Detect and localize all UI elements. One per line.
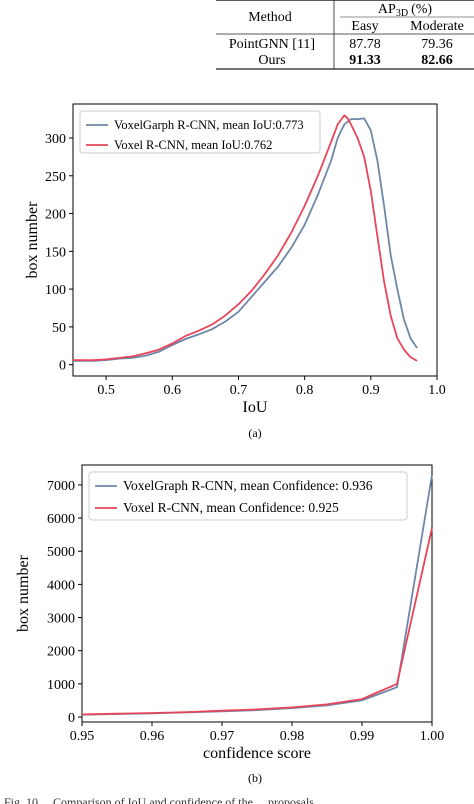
x-axis-label: confidence score xyxy=(203,745,311,762)
table-header-easy: Easy xyxy=(351,19,378,34)
y-axis-label: box number xyxy=(24,201,41,279)
table-header-moderate: Moderate xyxy=(410,19,464,34)
y-tick-label: 300 xyxy=(45,132,66,147)
x-tick-label: 0.97 xyxy=(210,729,235,744)
x-tick-label: 0.5 xyxy=(97,383,115,398)
x-tick-label: 1.0 xyxy=(428,383,446,398)
x-tick-label: 0.95 xyxy=(70,729,95,744)
results-table: Method AP3D (%) Easy Moderate PointGNN [1… xyxy=(216,0,474,70)
y-tick-label: 1000 xyxy=(47,678,75,693)
plot-frame xyxy=(81,464,433,723)
series-line-voxelgraph xyxy=(73,117,418,362)
figure-a-caption: (a) xyxy=(248,426,261,440)
x-tick-label: 0.9 xyxy=(362,383,380,398)
y-tick-label: 250 xyxy=(45,170,66,185)
y-axis-label: box number xyxy=(15,554,32,632)
y-tick-label: 50 xyxy=(52,321,66,336)
chart-legend: VoxelGraph R-CNN, mean Confidence: 0.936… xyxy=(88,471,408,521)
x-tick-label: 1.00 xyxy=(420,729,445,744)
y-tick-label: 7000 xyxy=(47,479,75,494)
table-row-moderate: 79.36 xyxy=(421,37,453,52)
figure-caption-fragment: Fig. 10 ... Comparison of IoU and confid… xyxy=(4,795,314,804)
chart-legend: VoxelGarph R-CNN, mean IoU:0.773 Voxel R-… xyxy=(79,110,321,154)
y-tick-label: 6000 xyxy=(47,512,75,527)
table-row-easy: 91.33 xyxy=(349,53,381,68)
legend-entry: VoxelGraph R-CNN, mean Confidence: 0.936 xyxy=(123,478,373,493)
table-row-easy: 87.78 xyxy=(349,37,381,52)
x-tick-label: 0.7 xyxy=(230,383,248,398)
x-tick-label: 0.98 xyxy=(280,729,305,744)
table-row-method: Ours xyxy=(258,53,285,68)
y-tick-label: 0 xyxy=(68,711,75,726)
legend-entry: Voxel R-CNN, mean Confidence: 0.925 xyxy=(123,500,339,515)
x-tick-label: 0.6 xyxy=(164,383,182,398)
y-tick-label: 0 xyxy=(59,359,66,374)
legend-entry: Voxel R-CNN, mean IoU:0.762 xyxy=(114,138,272,152)
table-row-moderate: 82.66 xyxy=(421,53,453,68)
table-header-method: Method xyxy=(248,10,292,25)
confidence-histogram-chart: 0.95 0.96 0.97 0.98 0.99 1.00 0 1000 2000 3000 400… xyxy=(15,464,445,762)
y-tick-label: 150 xyxy=(45,245,66,260)
x-tick-label: 0.8 xyxy=(296,383,314,398)
legend-entry: VoxelGarph R-CNN, mean IoU:0.773 xyxy=(114,118,304,132)
x-axis-label: IoU xyxy=(243,399,268,416)
plot-frame xyxy=(72,103,438,377)
table-header-ap: AP3D (%) xyxy=(378,2,432,19)
y-tick-label: 100 xyxy=(45,283,66,298)
y-tick-label: 4000 xyxy=(47,578,75,593)
figure-b-caption: (b) xyxy=(248,771,262,785)
series-line-voxel-rcnn xyxy=(73,114,418,362)
y-tick-label: 3000 xyxy=(47,612,75,627)
series-line-voxel-rcnn xyxy=(81,527,433,716)
y-tick-label: 5000 xyxy=(47,545,75,560)
table-row-method: PointGNN [11] xyxy=(229,37,315,52)
legend-box xyxy=(88,471,408,521)
y-tick-label: 200 xyxy=(45,208,66,223)
x-tick-label: 0.99 xyxy=(350,729,375,744)
y-tick-label: 2000 xyxy=(47,645,75,660)
x-tick-label: 0.96 xyxy=(140,729,165,744)
legend-box xyxy=(79,110,321,154)
iou-histogram-chart: 0.5 0.6 0.7 0.8 0.9 1.0 0 50 100 150 200 250 300 IoU b… xyxy=(24,103,446,416)
